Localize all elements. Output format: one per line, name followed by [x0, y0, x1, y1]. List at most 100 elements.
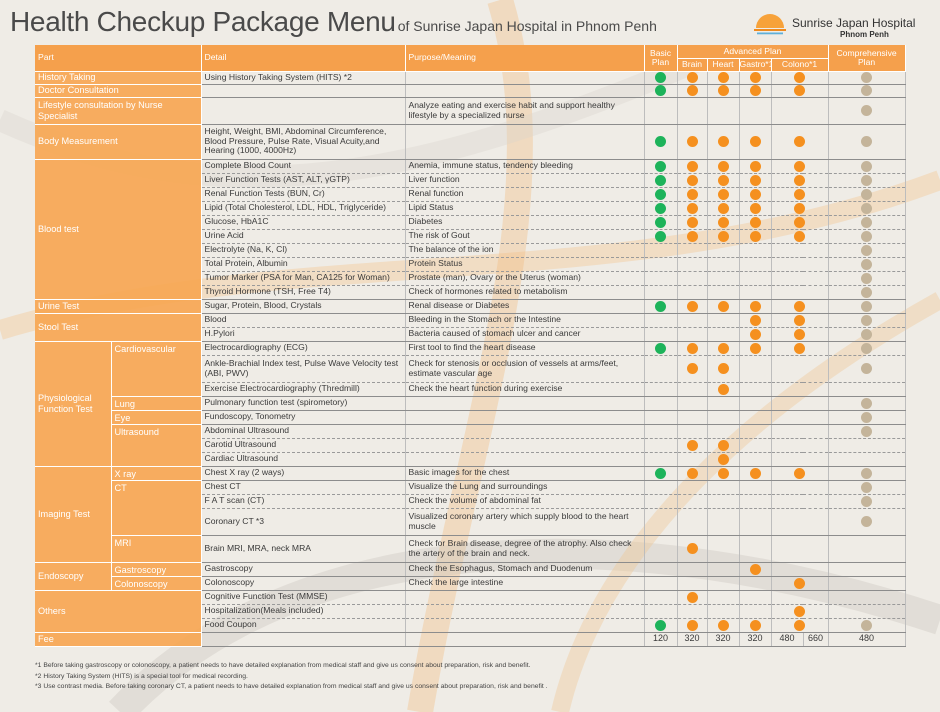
plan-cell-basic: [644, 562, 678, 577]
purpose-cell: First tool to find the heart disease: [405, 341, 645, 356]
plan-cell-brain: [677, 215, 708, 230]
plan-cell-brain: [677, 396, 708, 411]
detail-cell: Chest CT: [201, 480, 406, 495]
plan-cell-heart: [707, 382, 740, 397]
plan-cell-gastro: [739, 327, 772, 342]
included-dot-icon: [686, 85, 698, 96]
plan-cell-heart: [707, 562, 740, 577]
included-dot-icon: [749, 72, 761, 83]
detail-cell: Carotid Ultrasound: [201, 438, 406, 453]
plan-cell-colono: [771, 243, 829, 258]
detail-cell: Blood: [201, 313, 406, 328]
plan-cell-brain: [677, 271, 708, 286]
included-dot-icon: [861, 160, 873, 172]
detail-cell: Fundoscopy, Tonometry: [201, 410, 406, 425]
plan-cell-heart: [707, 229, 740, 244]
plan-cell-gastro: [739, 71, 772, 85]
included-dot-icon: [861, 230, 873, 242]
purpose-cell: Renal disease or Diabetes: [405, 299, 645, 314]
detail-cell: Cardiac Ultrasound: [201, 452, 406, 467]
fee-colono-b: 660: [803, 632, 829, 647]
plan-cell-colono: [771, 618, 829, 633]
plan-cell-basic: [644, 396, 678, 411]
table-row: Urine Acid The risk of Gout: [35, 229, 906, 244]
detail-cell: Colonoscopy: [201, 576, 406, 591]
table-row: Doctor Consultation: [35, 84, 906, 98]
plan-cell-heart: [707, 243, 740, 258]
table-row: Lipid (Total Cholesterol, LDL, HDL, Trig…: [35, 201, 906, 216]
plan-cell-heart: [707, 494, 740, 509]
purpose-cell: The risk of Gout: [405, 229, 645, 244]
fee-label: Fee: [35, 632, 202, 647]
included-dot-icon: [686, 342, 698, 354]
included-dot-icon: [655, 202, 667, 214]
detail-cell: Food Coupon: [201, 618, 406, 633]
plan-cell-gastro: [739, 480, 772, 495]
detail-cell: Lipid (Total Cholesterol, LDL, HDL, Trig…: [201, 201, 406, 216]
plan-cell-basic: [644, 466, 678, 481]
included-dot-icon: [686, 216, 698, 228]
purpose-cell: Bacteria caused of stomach ulcer and can…: [405, 327, 645, 342]
plan-cell-colono: [771, 494, 829, 509]
plan-cell-gastro: [739, 159, 772, 174]
included-dot-icon: [717, 160, 729, 172]
plan-cell-comprehensive: [828, 410, 906, 425]
plan-cell-basic: [644, 97, 678, 125]
plan-cell-brain: [677, 410, 708, 425]
purpose-cell: Bleeding in the Stomach or the Intestine: [405, 313, 645, 328]
included-dot-icon: [794, 342, 806, 354]
detail-cell: Chest X ray (2 ways): [201, 466, 406, 481]
plan-cell-colono: [771, 84, 829, 98]
purpose-cell: Check for Brain disease, degree of the a…: [405, 535, 645, 563]
plan-cell-colono: [771, 187, 829, 202]
subpart-cell: X ray: [111, 466, 202, 481]
fee-basic: 120: [644, 632, 678, 647]
plan-cell-gastro: [739, 215, 772, 230]
included-dot-icon: [717, 363, 729, 374]
plan-cell-heart: [707, 299, 740, 314]
plan-cell-colono: [771, 396, 829, 411]
included-dot-icon: [861, 72, 873, 83]
plan-cell-gastro: [739, 355, 772, 383]
included-dot-icon: [861, 495, 873, 507]
included-dot-icon: [794, 72, 806, 83]
plan-cell-colono: [771, 535, 829, 563]
plan-cell-brain: [677, 124, 708, 160]
included-dot-icon: [717, 300, 729, 312]
plan-cell-heart: [707, 452, 740, 467]
included-dot-icon: [717, 439, 729, 451]
included-dot-icon: [861, 244, 873, 256]
plan-cell-basic: [644, 508, 678, 536]
plan-cell-brain: [677, 618, 708, 633]
included-dot-icon: [794, 619, 806, 631]
header-brain: Brain: [677, 58, 708, 72]
plan-cell-gastro: [739, 618, 772, 633]
plan-cell-basic: [644, 341, 678, 356]
plan-cell-colono: [771, 576, 829, 591]
plan-cell-gastro: [739, 576, 772, 591]
detail-cell: F A T scan (CT): [201, 494, 406, 509]
logo-city: Phnom Penh: [840, 30, 889, 39]
included-dot-icon: [655, 136, 667, 147]
table-row: Blood test Complete Blood Count Anemia, im…: [35, 159, 906, 300]
plan-cell-comprehensive: [828, 396, 906, 411]
included-dot-icon: [861, 397, 873, 409]
plan-cell-colono: [771, 159, 829, 174]
plan-cell-heart: [707, 271, 740, 286]
plan-cell-brain: [677, 508, 708, 536]
plan-cell-gastro: [739, 410, 772, 425]
plan-cell-gastro: [739, 124, 772, 160]
plan-cell-heart: [707, 480, 740, 495]
part-cell: Lifestyle consultation by Nurse Speciali…: [35, 97, 202, 125]
included-dot-icon: [686, 72, 698, 83]
part-cell: Body Measurement: [35, 124, 202, 160]
detail-cell: Abdominal Ultrasound: [201, 424, 406, 439]
plan-cell-gastro: [739, 604, 772, 619]
plan-cell-comprehensive: [828, 466, 906, 481]
table-row: Endoscopy Gastroscopy Gastroscopy Check the…: [35, 562, 906, 591]
header-heart: Heart: [707, 58, 740, 72]
plan-cell-basic: [644, 438, 678, 453]
plan-cell-basic: [644, 604, 678, 619]
purpose-cell: Basic images for the chest: [405, 466, 645, 481]
plan-cell-brain: [677, 187, 708, 202]
